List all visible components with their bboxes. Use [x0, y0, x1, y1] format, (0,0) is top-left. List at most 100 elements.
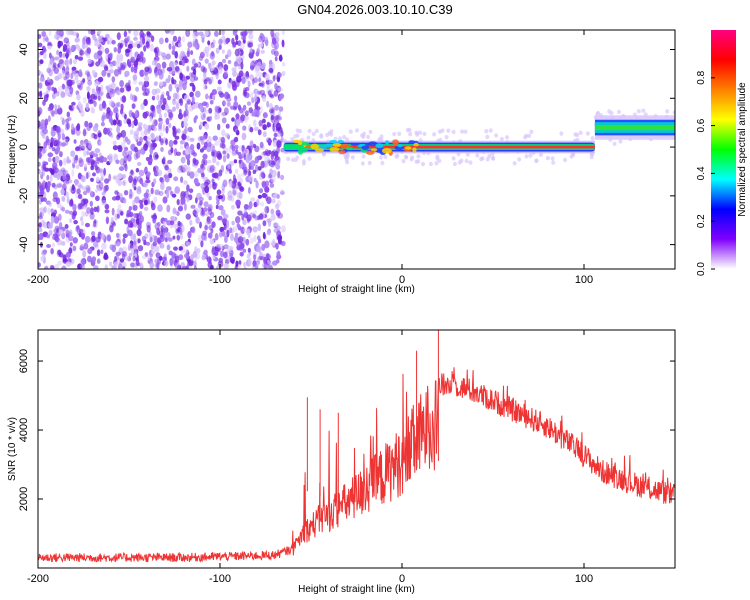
noise-speckle: [111, 207, 115, 216]
noise-speckle: [66, 122, 70, 130]
noise-speckle: [141, 56, 146, 64]
halo-speckle: [491, 155, 495, 161]
noise-speckle: [80, 109, 85, 117]
noise-speckle: [157, 204, 163, 212]
noise-speckle: [189, 171, 195, 179]
noise-speckle: [226, 153, 230, 159]
noise-speckle: [204, 46, 210, 54]
noise-speckle: [109, 63, 114, 69]
halo-speckle: [416, 159, 421, 164]
noise-speckle: [231, 220, 235, 226]
noise-speckle: [249, 237, 254, 244]
noise-speckle: [202, 101, 208, 106]
noise-speckle: [130, 169, 134, 175]
noise-speckle: [272, 260, 278, 266]
noise-speckle: [180, 139, 186, 145]
noise-speckle: [149, 147, 153, 155]
noise-speckle: [106, 40, 110, 45]
halo-speckle: [453, 161, 457, 167]
noise-speckle: [75, 43, 79, 50]
noise-speckle: [154, 258, 160, 264]
noise-speckle: [115, 195, 121, 201]
noise-speckle: [155, 62, 162, 71]
halo-speckle: [360, 161, 365, 166]
noise-speckle: [91, 235, 96, 243]
y-tick-label: 6000: [18, 349, 30, 373]
noise-speckle: [199, 136, 204, 141]
noise-speckle: [149, 112, 154, 117]
noise-speckle: [274, 50, 279, 57]
noise-speckle: [115, 251, 121, 257]
noise-speckle: [71, 184, 75, 191]
noise-speckle: [101, 69, 107, 77]
noise-speckle: [140, 103, 145, 110]
noise-speckle: [173, 246, 178, 251]
noise-speckle: [155, 88, 161, 94]
noise-speckle: [41, 31, 47, 37]
noise-speckle: [194, 265, 197, 269]
noise-speckle: [115, 112, 119, 121]
y-tick-label: 2000: [18, 487, 30, 511]
noise-speckle: [165, 53, 171, 60]
noise-speckle: [101, 242, 107, 250]
noise-speckle: [195, 216, 200, 224]
noise-speckle: [168, 112, 174, 119]
noise-speckle: [189, 219, 193, 226]
noise-speckle: [154, 189, 160, 196]
noise-speckle: [180, 233, 183, 240]
noise-speckle: [170, 190, 173, 196]
noise-speckle: [261, 181, 267, 189]
noise-speckle: [263, 257, 267, 265]
noise-speckle: [237, 236, 244, 244]
noise-speckle: [120, 103, 124, 111]
noise-speckle: [273, 222, 279, 227]
noise-speckle: [242, 248, 247, 253]
halo-speckle: [440, 128, 445, 133]
noise-speckle: [91, 256, 97, 263]
noise-speckle: [274, 115, 279, 120]
noise-speckle: [43, 197, 47, 203]
noise-speckle: [116, 53, 121, 62]
tone-blob: [338, 150, 346, 155]
noise-speckle: [266, 206, 270, 214]
noise-speckle: [172, 235, 176, 240]
noise-speckle: [266, 263, 272, 269]
noise-speckle: [72, 210, 77, 217]
noise-speckle: [116, 125, 120, 134]
noise-speckle: [86, 143, 92, 151]
noise-speckle: [184, 78, 188, 86]
noise-speckle: [83, 242, 89, 250]
noise-speckle: [100, 249, 104, 255]
noise-speckle: [144, 128, 148, 136]
noise-speckle: [253, 235, 257, 242]
noise-speckle: [90, 160, 94, 168]
noise-speckle: [217, 123, 221, 131]
tone-blob: [413, 142, 419, 147]
noise-speckle: [193, 76, 199, 81]
noise-speckle: [259, 141, 264, 148]
noise-speckle: [178, 254, 184, 261]
noise-speckle: [61, 196, 66, 202]
noise-speckle: [137, 122, 143, 127]
noise-speckle: [259, 256, 265, 261]
noise-speckle: [237, 173, 242, 182]
noise-speckle: [155, 252, 161, 259]
noise-speckle: [239, 177, 243, 184]
noise-speckle: [97, 95, 101, 101]
noise-speckle: [270, 208, 275, 215]
noise-speckle: [178, 112, 183, 120]
noise-speckle: [249, 161, 255, 167]
noise-speckle: [62, 52, 66, 59]
noise-speckle: [91, 108, 96, 114]
noise-speckle: [262, 131, 267, 138]
noise-speckle: [136, 43, 141, 49]
noise-speckle: [238, 191, 243, 200]
noise-speckle: [39, 212, 43, 218]
noise-speckle: [245, 86, 250, 92]
noise-speckle: [96, 157, 100, 165]
noise-speckle: [162, 229, 167, 237]
noise-speckle: [248, 175, 254, 182]
noise-speckle: [185, 213, 191, 220]
noise-speckle: [172, 130, 177, 138]
noise-speckle: [227, 245, 234, 251]
